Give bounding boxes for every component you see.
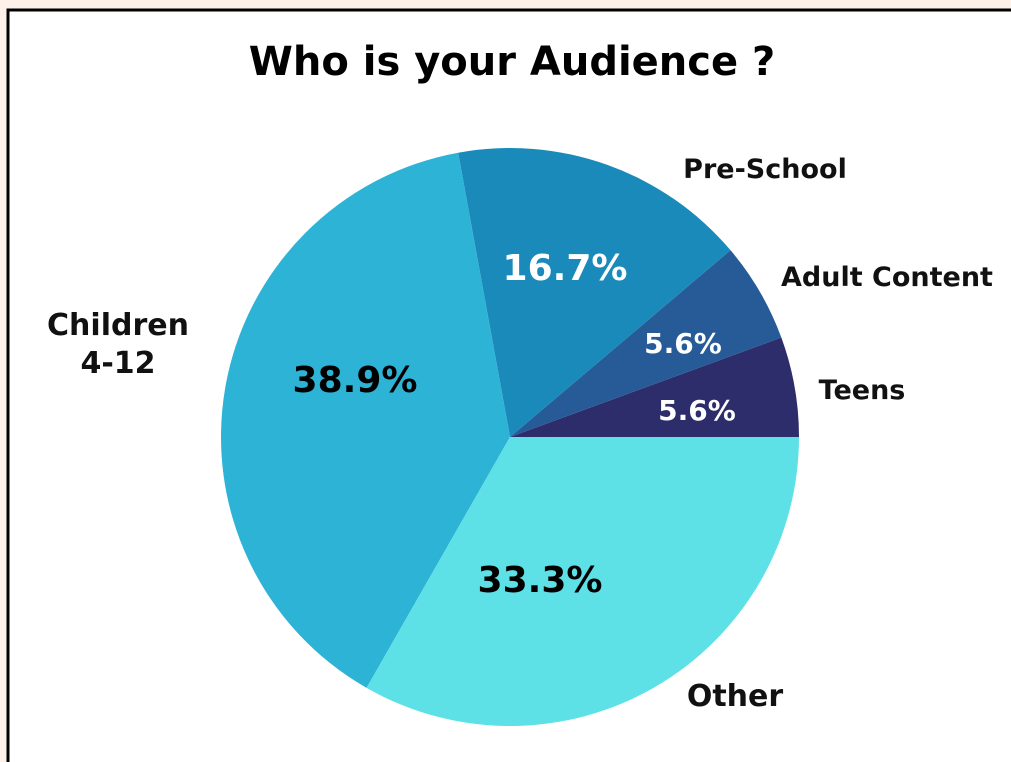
category-label: Other bbox=[686, 679, 784, 714]
category-label: Teens bbox=[818, 375, 906, 406]
value-label: 38.9% bbox=[293, 360, 418, 401]
chart-title: Who is your Audience ? bbox=[249, 39, 775, 85]
value-label: 5.6% bbox=[644, 327, 722, 360]
value-label: 33.3% bbox=[478, 560, 603, 601]
value-label: 16.7% bbox=[503, 248, 628, 289]
value-label: 5.6% bbox=[658, 394, 736, 427]
pie-slice bbox=[510, 337, 800, 437]
pie-slice bbox=[510, 250, 782, 437]
category-label: Adult Content bbox=[781, 262, 993, 293]
category-label: Pre-School bbox=[683, 154, 847, 185]
pie-slice bbox=[366, 437, 799, 726]
category-label: Children 4-12 bbox=[47, 308, 189, 381]
pie-slice bbox=[220, 152, 510, 688]
pie-slice bbox=[458, 147, 731, 437]
